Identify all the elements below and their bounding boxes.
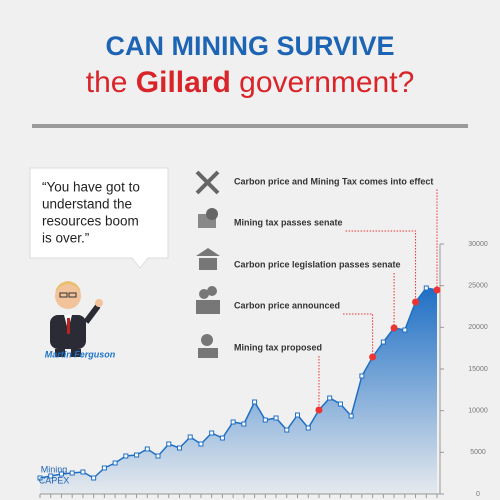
quote-author: Martin Ferguson [45, 349, 116, 359]
event-label: Carbon price announced [234, 300, 340, 310]
icons [195, 170, 220, 358]
event-leader [436, 189, 438, 290]
event-point [412, 298, 420, 306]
quote-line: is over.” [42, 231, 89, 246]
point [219, 435, 225, 441]
event-point [369, 353, 377, 361]
point [198, 441, 204, 447]
event-point [390, 324, 398, 332]
point [155, 453, 161, 459]
point [144, 446, 150, 452]
y-tick-label: 10000 [468, 408, 488, 415]
point [337, 401, 343, 407]
point [241, 421, 247, 427]
figure [50, 281, 103, 357]
point [423, 285, 429, 291]
event-point [433, 286, 441, 294]
event-label: Mining tax proposed [234, 342, 322, 352]
event-leader [345, 230, 417, 302]
point [58, 471, 64, 477]
title-line2: the Gillard government? [86, 66, 415, 99]
quote-line: “You have got to [42, 180, 140, 195]
y-tick-label: 15000 [468, 366, 488, 373]
point [101, 465, 107, 471]
point [123, 453, 129, 459]
point [37, 475, 43, 481]
y-tick-label: 20000 [468, 324, 488, 331]
event-label: Carbon price legislation passes senate [234, 259, 401, 269]
point [176, 445, 182, 451]
point [230, 419, 236, 425]
point [348, 413, 354, 419]
title-bold: Gillard [136, 66, 231, 99]
divider [32, 124, 468, 128]
point [91, 475, 97, 481]
series-label: Mining [41, 464, 68, 474]
point [209, 430, 215, 436]
point [273, 415, 279, 421]
y-tick-label: 25000 [468, 283, 488, 290]
series-label: CAPEX [39, 475, 70, 485]
point [380, 339, 386, 345]
point [402, 327, 408, 333]
chart: 0 5000 10000 15000 20000 25000 30000 MiningCAPE… [37, 176, 488, 498]
y-tick-label: 5000 [470, 449, 486, 456]
point [284, 427, 290, 433]
title-post: government? [231, 66, 414, 99]
title-pre: the [86, 66, 136, 99]
area [40, 288, 437, 494]
point [80, 469, 86, 475]
point [166, 441, 172, 447]
event-leader [343, 313, 374, 357]
y-tick-label: 0 [476, 491, 480, 498]
quote-line: understand the [42, 197, 132, 212]
event-point [315, 406, 323, 414]
point [112, 460, 118, 466]
quote-line: resources boom [42, 214, 139, 229]
point [327, 395, 333, 401]
point [262, 417, 268, 423]
quote-bubble [29, 167, 169, 269]
point [134, 452, 140, 458]
title-line1: CAN MINING SURVIVE [105, 31, 394, 61]
point [48, 473, 54, 479]
point [295, 412, 301, 418]
event-label: Carbon price and Mining Tax comes into e… [234, 176, 433, 186]
quote-text: “You have got to understand the resources … [42, 180, 140, 246]
point [187, 434, 193, 440]
event-label: Mining tax passes senate [234, 217, 343, 227]
y-tick-label: 30000 [468, 241, 488, 248]
point [305, 425, 311, 431]
point [69, 470, 75, 476]
point [252, 399, 258, 405]
point [359, 373, 365, 379]
